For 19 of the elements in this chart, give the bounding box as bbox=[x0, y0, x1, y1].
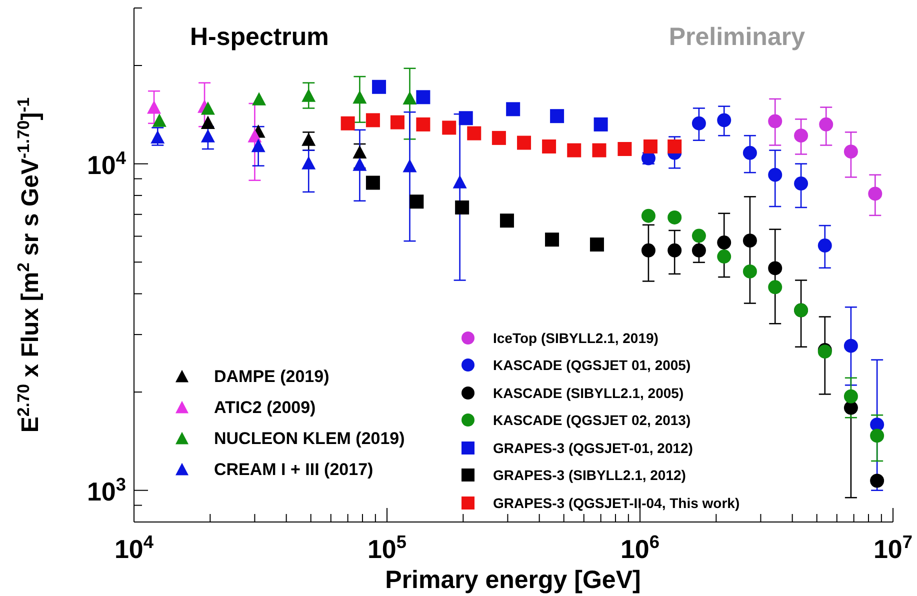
legend-label: DAMPE (2019) bbox=[214, 366, 330, 386]
legend-label: KASCADE (QGSJET 01, 2005) bbox=[493, 357, 691, 374]
legend-label: KASCADE (SIBYLL2.1, 2005) bbox=[493, 384, 684, 401]
x-tick-label: 10$^{5}$ bbox=[367, 532, 407, 564]
annotation: Preliminary bbox=[668, 23, 806, 51]
legend-label: CREAM I + III (2017) bbox=[214, 460, 374, 480]
text: H-spectrum bbox=[190, 23, 329, 51]
legend-label: GRAPES-3 (QGSJET-01, 2012) bbox=[493, 440, 693, 456]
legend-label: IceTop (SIBYLL2.1, 2019) bbox=[493, 330, 658, 346]
y-tick-label: 10$^{3}$ bbox=[86, 474, 126, 506]
legend-label: KASCADE (QGSJET 02, 2013) bbox=[493, 412, 691, 428]
legend-label: GRAPES-3 (SIBYLL2.1, 2012) bbox=[493, 467, 686, 484]
x-tick-label: 10$^{6}$ bbox=[620, 532, 660, 564]
x-axis-title: Primary energy [GeV] bbox=[385, 566, 641, 594]
legend-label: GRAPES-3 (QGSJET-II-04, This work) bbox=[493, 494, 740, 511]
legend-label: ATIC2 (2009) bbox=[214, 398, 316, 418]
x-tick-label: 10$^{7}$ bbox=[873, 532, 913, 564]
legend-label: NUCLEON KLEM (2019) bbox=[214, 428, 405, 448]
x-tick-label: 10$^{4}$ bbox=[114, 532, 154, 564]
